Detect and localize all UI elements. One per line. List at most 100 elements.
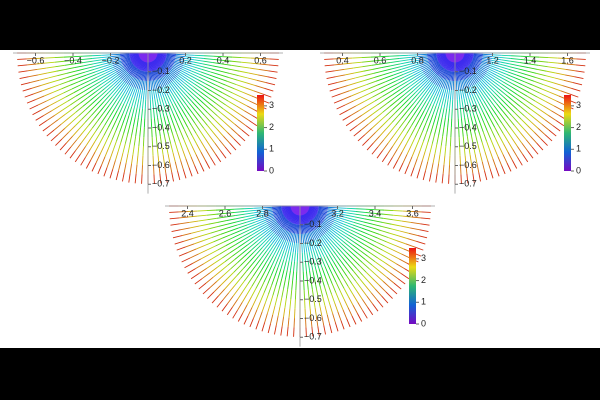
ray bbox=[125, 105, 130, 115]
ray bbox=[191, 230, 201, 234]
ray bbox=[181, 257, 191, 263]
ray bbox=[438, 88, 443, 98]
ray bbox=[459, 71, 463, 81]
ray bbox=[183, 82, 192, 89]
ray bbox=[286, 232, 291, 242]
ray bbox=[165, 96, 170, 106]
ray bbox=[427, 54, 437, 57]
ray bbox=[80, 135, 88, 144]
ray bbox=[432, 153, 436, 164]
ray bbox=[304, 213, 311, 223]
ray bbox=[418, 59, 428, 63]
y-tick-label: −0.6 bbox=[304, 313, 322, 323]
ray bbox=[484, 74, 493, 82]
ray bbox=[464, 54, 474, 58]
ray bbox=[109, 87, 117, 95]
ray bbox=[358, 105, 367, 112]
ray bbox=[383, 217, 393, 221]
ray bbox=[347, 234, 357, 241]
ray bbox=[476, 82, 484, 91]
ray bbox=[123, 84, 130, 94]
ray bbox=[499, 112, 506, 121]
ray bbox=[278, 217, 286, 225]
ray bbox=[374, 74, 384, 78]
ray bbox=[501, 57, 511, 59]
ray bbox=[200, 91, 209, 98]
ray bbox=[155, 57, 164, 64]
ray bbox=[450, 62, 454, 72]
ray bbox=[352, 224, 362, 229]
ray bbox=[140, 118, 143, 128]
ray bbox=[129, 163, 132, 174]
ray bbox=[408, 156, 413, 166]
ray bbox=[494, 127, 500, 136]
ray bbox=[204, 115, 212, 123]
ray bbox=[166, 115, 171, 125]
ray bbox=[418, 120, 424, 130]
ray bbox=[158, 98, 163, 108]
ray bbox=[211, 253, 221, 260]
ray bbox=[441, 59, 449, 67]
ray bbox=[160, 88, 165, 98]
ray bbox=[323, 234, 331, 243]
ray bbox=[371, 248, 381, 255]
ray bbox=[187, 137, 193, 147]
ray bbox=[232, 310, 238, 319]
ray bbox=[504, 79, 513, 85]
ray bbox=[418, 76, 427, 84]
ray bbox=[303, 243, 306, 253]
ray bbox=[438, 57, 448, 64]
ray bbox=[184, 61, 194, 65]
ray bbox=[386, 241, 396, 246]
ray bbox=[459, 60, 466, 70]
ray bbox=[476, 70, 485, 78]
ray bbox=[461, 99, 464, 109]
ray bbox=[496, 74, 505, 80]
ray bbox=[415, 73, 425, 80]
ray bbox=[233, 138, 241, 146]
ray bbox=[383, 132, 391, 141]
ray bbox=[520, 58, 530, 61]
ray bbox=[254, 212, 264, 216]
ray bbox=[99, 135, 105, 144]
ray bbox=[250, 62, 260, 65]
ray bbox=[337, 311, 342, 321]
ray bbox=[218, 139, 226, 148]
ray bbox=[534, 80, 544, 85]
ray bbox=[174, 142, 179, 152]
ray bbox=[151, 90, 154, 100]
ray bbox=[160, 117, 164, 127]
ray bbox=[33, 90, 43, 95]
ray bbox=[540, 109, 549, 116]
ray bbox=[457, 71, 460, 81]
ray bbox=[194, 59, 204, 62]
ray bbox=[258, 223, 268, 229]
ray bbox=[232, 299, 239, 308]
ray bbox=[127, 144, 131, 155]
ray bbox=[227, 117, 236, 125]
ray bbox=[263, 252, 270, 261]
ray bbox=[204, 241, 214, 246]
ray bbox=[132, 68, 138, 77]
ray bbox=[195, 81, 205, 88]
ray bbox=[333, 261, 339, 271]
ray bbox=[438, 97, 442, 107]
ray bbox=[275, 215, 285, 221]
ray bbox=[530, 135, 537, 144]
ray bbox=[251, 288, 257, 297]
y-tick-label: −0.2 bbox=[152, 85, 170, 95]
ray bbox=[156, 56, 166, 62]
ray bbox=[292, 242, 295, 253]
ray bbox=[275, 214, 284, 220]
ray bbox=[227, 132, 235, 140]
ray bbox=[225, 104, 234, 111]
ray bbox=[306, 211, 315, 219]
ray bbox=[264, 293, 269, 304]
ray bbox=[194, 278, 203, 285]
ray bbox=[308, 299, 311, 309]
ray bbox=[111, 58, 121, 61]
ray bbox=[86, 71, 96, 76]
ray bbox=[463, 57, 472, 63]
ray bbox=[37, 100, 47, 106]
ray bbox=[308, 210, 317, 216]
